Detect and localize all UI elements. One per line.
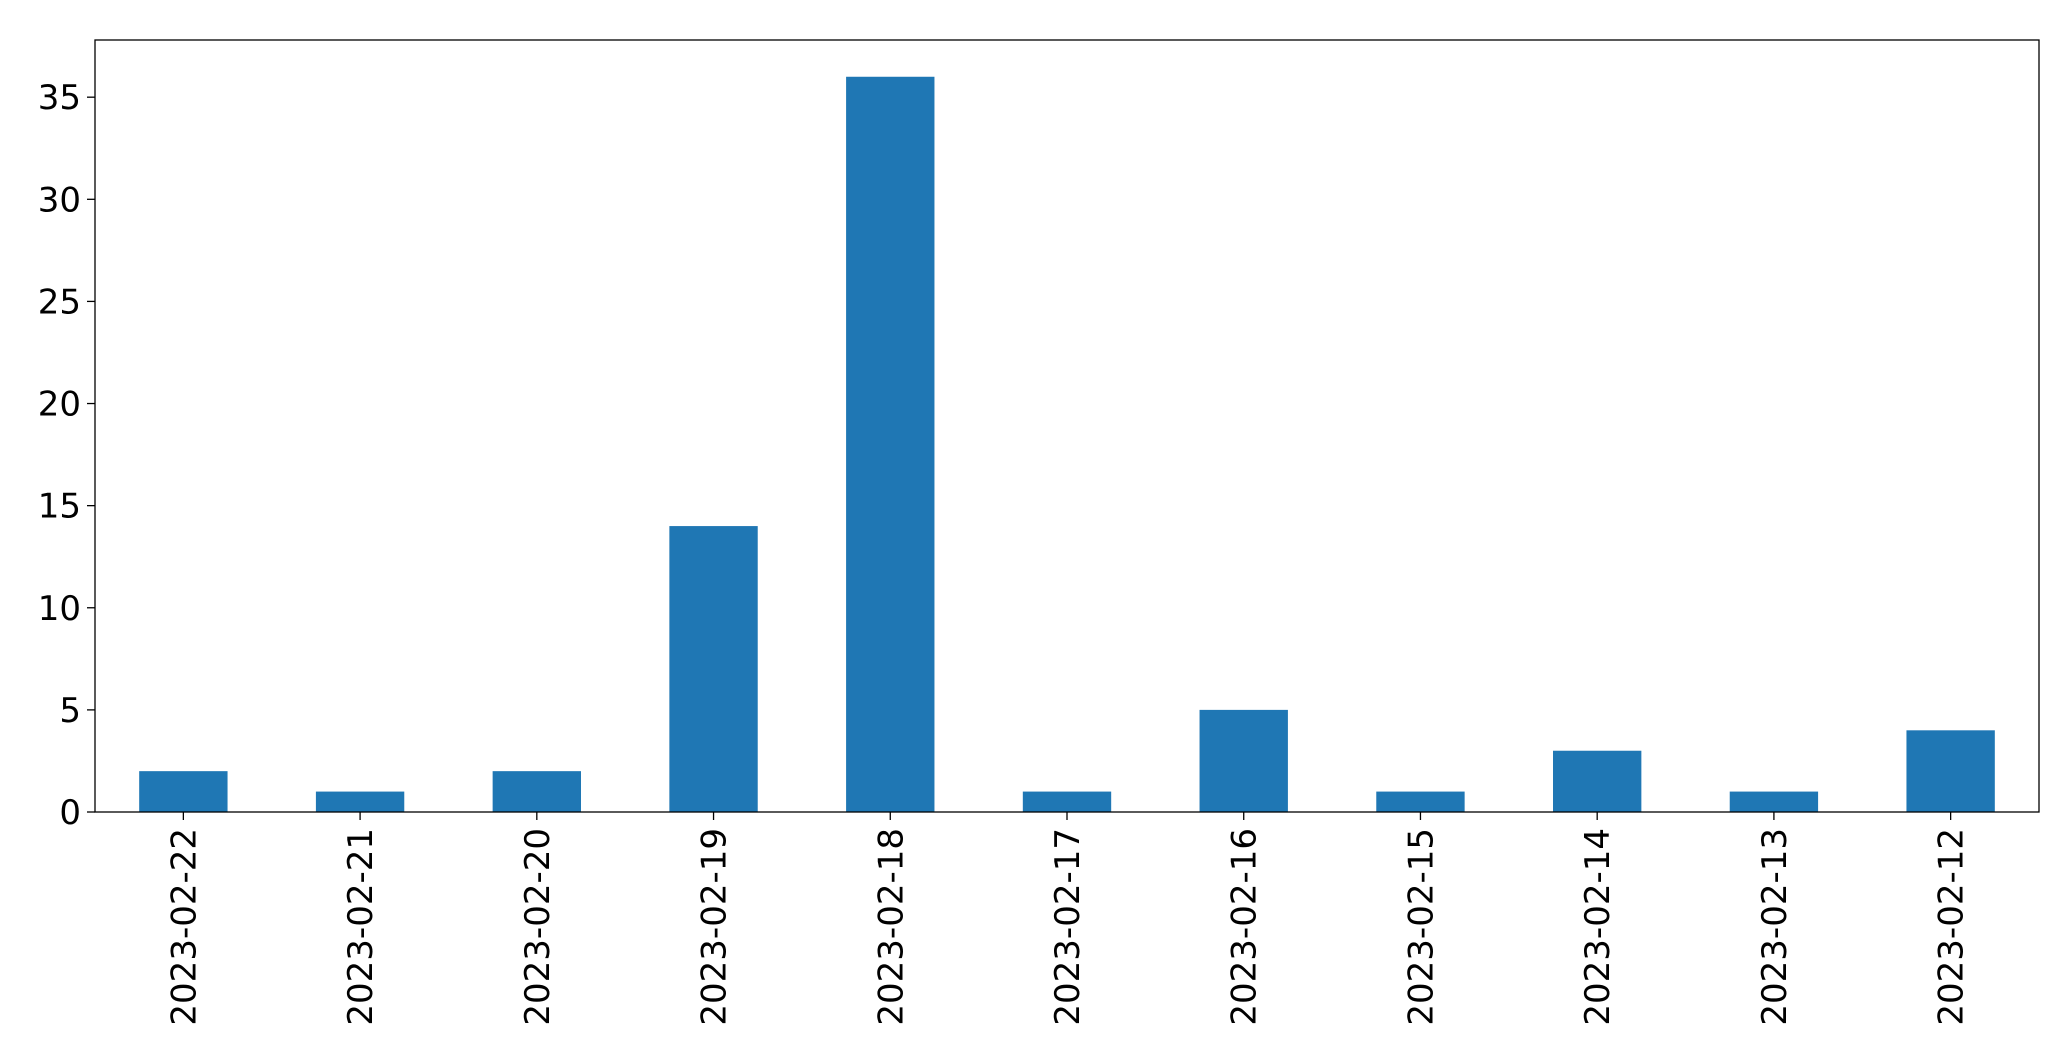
x-tick-label: 2023-02-19 — [695, 828, 735, 1026]
bar-2023-02-14 — [1553, 750, 1642, 812]
bar-2023-02-15 — [1376, 791, 1465, 812]
x-tick-label: 2023-02-21 — [341, 828, 381, 1026]
y-tick-label: 35 — [38, 78, 81, 118]
bar-2023-02-16 — [1199, 709, 1288, 812]
axes-frame — [94, 39, 2040, 813]
x-axis: 2023-02-22 2023-02-21 2023-02-20 2023-02-19… — [164, 812, 1972, 1026]
x-tick-label: 2023-02-22 — [164, 828, 204, 1026]
bar-2023-02-17 — [1022, 791, 1112, 812]
x-tick-label: 2023-02-17 — [1048, 828, 1088, 1026]
x-tick-label: 2023-02-18 — [871, 828, 911, 1026]
bar-2023-02-20 — [492, 771, 581, 812]
bar-2023-02-13 — [1729, 791, 1819, 812]
y-tick-label: 5 — [59, 691, 81, 731]
y-tick-label: 0 — [59, 793, 81, 833]
y-tick-label: 20 — [38, 385, 81, 425]
y-tick-label: 15 — [38, 487, 81, 527]
y-tick-label: 10 — [38, 589, 81, 629]
bars — [139, 76, 1995, 812]
y-tick-label: 30 — [38, 180, 81, 220]
x-tick-label: 2023-02-12 — [1932, 828, 1972, 1026]
bar-2023-02-19 — [669, 526, 758, 812]
y-tick-label: 25 — [38, 282, 81, 322]
bar-2023-02-21 — [315, 791, 405, 812]
y-axis: 0 5 10 15 20 25 30 35 — [38, 78, 95, 833]
x-tick-label: 2023-02-16 — [1225, 828, 1265, 1026]
bar-2023-02-18 — [846, 76, 935, 812]
x-tick-label: 2023-02-14 — [1578, 828, 1618, 1026]
bar-2023-02-12 — [1906, 730, 1995, 812]
x-tick-label: 2023-02-13 — [1755, 828, 1795, 1026]
plot-area — [95, 40, 2039, 812]
bar-2023-02-22 — [139, 771, 228, 812]
x-tick-label: 2023-02-20 — [518, 828, 558, 1026]
x-tick-label: 2023-02-15 — [1401, 828, 1441, 1026]
